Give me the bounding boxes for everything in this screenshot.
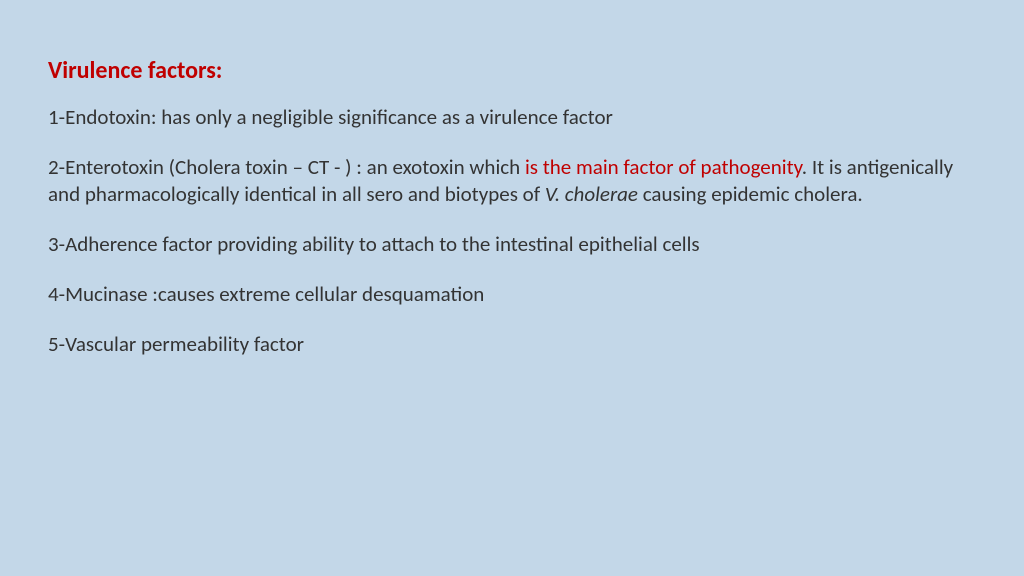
item-2-italic: V. cholerae [545, 181, 638, 207]
item-2-highlight: is the main factor of pathogenity [525, 154, 802, 180]
item-4: 4-Mucinase :causes extreme cellular desq… [48, 281, 976, 307]
item-2: 2-Enterotoxin (Cholera toxin – CT - ) : … [48, 154, 976, 207]
item-3: 3-Adherence factor providing ability to … [48, 231, 976, 257]
slide-title: Virulence factors: [48, 56, 976, 86]
item-1: 1-Endotoxin: has only a negligible signi… [48, 104, 976, 130]
item-2-lead: 2-Enterotoxin (Cholera toxin – CT - ) : … [48, 154, 525, 180]
item-2-tail: causing epidemic cholera. [638, 181, 863, 207]
item-5: 5-Vascular permeability factor [48, 331, 976, 357]
